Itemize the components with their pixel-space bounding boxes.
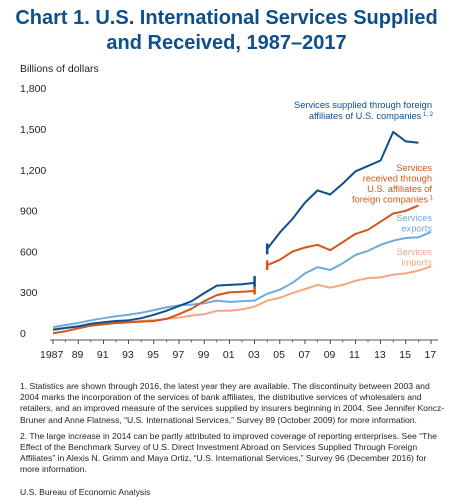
x-tick-label: 91 (97, 349, 109, 361)
x-tick-label: 11 (349, 349, 360, 361)
y-tick-label: 1,200 (20, 165, 46, 177)
chart-title-line-2: and Received, 1987–2017 (106, 32, 347, 54)
series-label: imports (402, 258, 433, 268)
series-line (52, 265, 432, 331)
y-tick-label: 1,500 (20, 124, 46, 136)
y-tick-label: 1,800 (20, 83, 46, 95)
source-note: U.S. Bureau of Economic Analysis (20, 487, 151, 497)
x-tick-label: 05 (273, 349, 285, 361)
series-label-footnote-ref: 1, 2 (421, 112, 433, 118)
series-line (266, 130, 419, 250)
series-label: Services (396, 163, 432, 173)
series-line (52, 290, 255, 335)
x-tick-label: 09 (324, 349, 336, 361)
series-label: U.S. affiliates of (367, 184, 432, 194)
y-tick-label: 600 (20, 246, 38, 258)
x-tick-label: 13 (374, 349, 386, 361)
series-label: received through (363, 174, 432, 184)
x-tick-label: 89 (72, 349, 84, 361)
line-chart: Billions of dollars 0 300 600 900 1,200 1,500 1… (20, 63, 438, 361)
y-axis-label: Billions of dollars (20, 63, 99, 75)
x-tick-label: 95 (147, 349, 159, 361)
chart-title-line-1: Chart 1. U.S. International Services Sup… (15, 7, 438, 29)
x-tick-label: 1987 (40, 349, 64, 361)
series-label: Services (396, 213, 432, 223)
series-line (52, 281, 255, 331)
footnote-1: 1. Statistics are shown through 2016, th… (20, 381, 445, 425)
y-tick-label: 300 (20, 287, 38, 299)
y-tick-label: 900 (20, 206, 38, 218)
x-tick-label: 17 (425, 349, 437, 361)
chart-title: Chart 1. U.S. International Services Sup… (0, 6, 453, 56)
y-tick-label: 0 (20, 328, 26, 340)
x-tick-label: 15 (399, 349, 411, 361)
series-label: exports (402, 224, 433, 234)
x-tick-label: 93 (122, 349, 134, 361)
series-line (52, 230, 432, 329)
series-label: affiliates of U.S. companies 1, 2 (309, 111, 434, 121)
x-tick-label: 99 (198, 349, 210, 361)
x-tick-label: 01 (223, 349, 235, 361)
footnote-2: 2. The large increase in 2014 can be par… (20, 430, 437, 475)
series-label: Services (396, 247, 432, 257)
series-line (266, 204, 419, 267)
series-label: foreign companies 1 (352, 195, 434, 205)
series-label: Services supplied through foreign (294, 100, 432, 110)
series-label-footnote-ref: 1 (428, 196, 434, 202)
x-tick-label: 03 (248, 349, 260, 361)
footnotes: 1. Statistics are shown through 2016, th… (20, 381, 448, 481)
x-tick-label: 97 (173, 349, 185, 361)
x-tick-label: 07 (299, 349, 311, 361)
